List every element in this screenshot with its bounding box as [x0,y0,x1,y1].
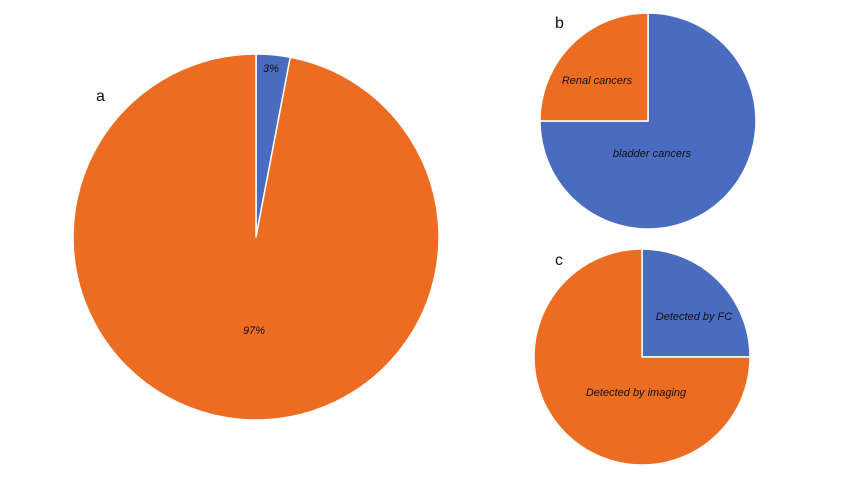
pie-b-slice-0 [539,12,757,230]
pie-c-slice-0 [641,248,751,358]
pie-a-slice-0-label: 3% [263,63,279,75]
pie-b-slice-0-label: bladder cancers [613,148,692,160]
pies: 3% 97% bladder cancers Renal cancers Detecte… [72,12,757,466]
panel-letter-b: b [555,15,564,32]
pie-b-slice-1-label: Renal cancers [562,75,633,87]
pie-c-slice-1-label: Detected by imaging [586,387,687,399]
pie-b-slice-1 [539,12,649,122]
pie-c-slice-0-label: Detected by FC [656,311,732,323]
pie-a-slice-1 [72,53,440,421]
pie-c-slice-1 [533,248,751,466]
panel-letter-c: c [555,252,563,269]
pie-a-slice-1-label: 97% [243,325,265,337]
panel-letter-a: a [96,88,105,105]
